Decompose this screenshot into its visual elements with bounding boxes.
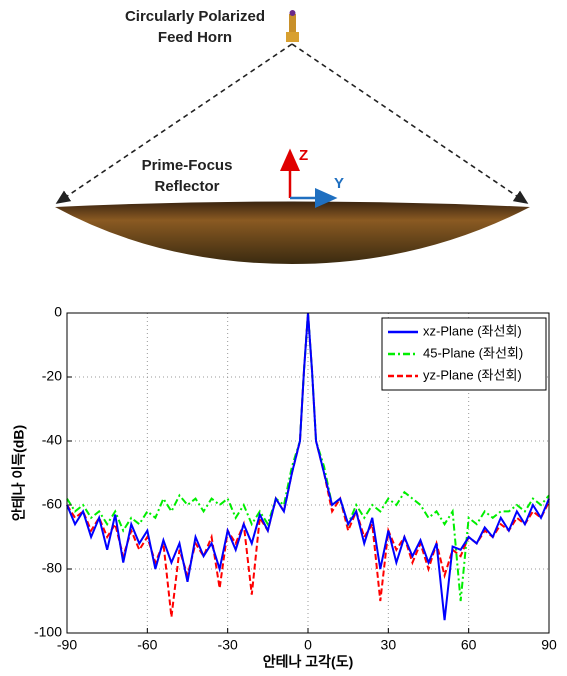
y-tick-label: 0 xyxy=(54,304,62,320)
feed-horn-base xyxy=(286,32,299,42)
axis-label: Z xyxy=(299,147,308,164)
x-tick-label: 60 xyxy=(461,637,477,653)
feed-horn xyxy=(289,14,296,32)
legend-label: 45-Plane (좌선회) xyxy=(423,345,523,360)
legend-label: xz-Plane (좌선회) xyxy=(423,323,522,338)
y-tick-label: -80 xyxy=(42,560,62,576)
y-axis-label: 안테나 이득(dB) xyxy=(11,425,27,521)
ray xyxy=(291,43,529,204)
axis-label: Y xyxy=(334,175,344,192)
y-tick-label: -40 xyxy=(42,432,62,448)
plot-frame xyxy=(66,312,550,634)
x-tick-label: 30 xyxy=(381,637,397,653)
reflector-label: Reflector xyxy=(154,178,219,195)
chart: -90 -60 -30 0 30 60 90 0 -20 -40 -60 -80 -100 안테나 고각(… xyxy=(11,304,557,670)
feed-tip xyxy=(289,10,296,16)
y-tick-label: -20 xyxy=(42,368,62,384)
ray xyxy=(55,43,293,204)
x-tick-label: 0 xyxy=(304,637,312,653)
x-tick-label: -30 xyxy=(218,637,238,653)
x-tick-label: -90 xyxy=(57,637,77,653)
x-tick-label: 90 xyxy=(541,637,557,653)
legend-label: yz-Plane (좌선회) xyxy=(423,367,522,382)
series-line xyxy=(66,312,550,602)
x-tick-label: -60 xyxy=(137,637,157,653)
reflector-label: Prime-Focus xyxy=(142,157,233,174)
x-axis-label: 안테나 고각(도) xyxy=(263,654,354,670)
y-tick-label: -60 xyxy=(42,496,62,512)
reflector xyxy=(55,201,530,264)
feed-label: Feed Horn xyxy=(158,29,232,46)
diagram: Circularly Polarized Feed Horn Prime-Foc… xyxy=(55,8,530,264)
feed-label: Circularly Polarized xyxy=(125,8,265,25)
y-tick-label: -100 xyxy=(34,624,62,640)
